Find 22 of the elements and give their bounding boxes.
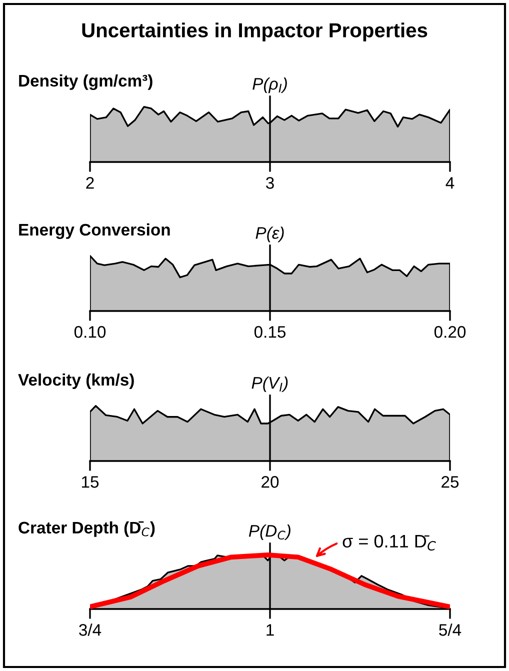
x-tick-label: 1 <box>266 624 274 636</box>
chart-title: Velocity (km/s) <box>18 373 134 389</box>
x-tick-label: 0.10 <box>74 326 106 338</box>
x-tick-label: 15 <box>82 476 99 488</box>
ref-line-label: P(D$_{C}$) <box>248 524 290 540</box>
ref-line-label: P(ρ$_{I}$) <box>252 78 287 94</box>
text: Uncertainties in Impactor Properties <box>82 22 428 42</box>
x-tick-label: 3/4 <box>79 624 102 636</box>
ref-line-label: P(ε) <box>256 226 284 242</box>
x-tick-label: 0.20 <box>434 326 466 338</box>
x-tick-label: 25 <box>442 476 459 488</box>
x-tick-label: 2 <box>86 177 94 189</box>
ref-line-label: P(V$_{I}$) <box>252 376 288 392</box>
annotation: σ = 0.11 D̄$_{C}$ <box>342 534 436 551</box>
x-tick-label: 20 <box>262 476 279 488</box>
x-tick-label: 4 <box>446 177 454 189</box>
x-tick-label: 5/4 <box>439 624 462 636</box>
x-tick-label: 0.15 <box>254 326 286 338</box>
chart-title: Energy Conversion <box>19 223 170 239</box>
chart-title: Crater Depth (D̄$_{C}$) <box>18 521 155 537</box>
x-tick-label: 3 <box>266 177 274 189</box>
chart-title: Density (gm/cm³) <box>19 74 152 90</box>
